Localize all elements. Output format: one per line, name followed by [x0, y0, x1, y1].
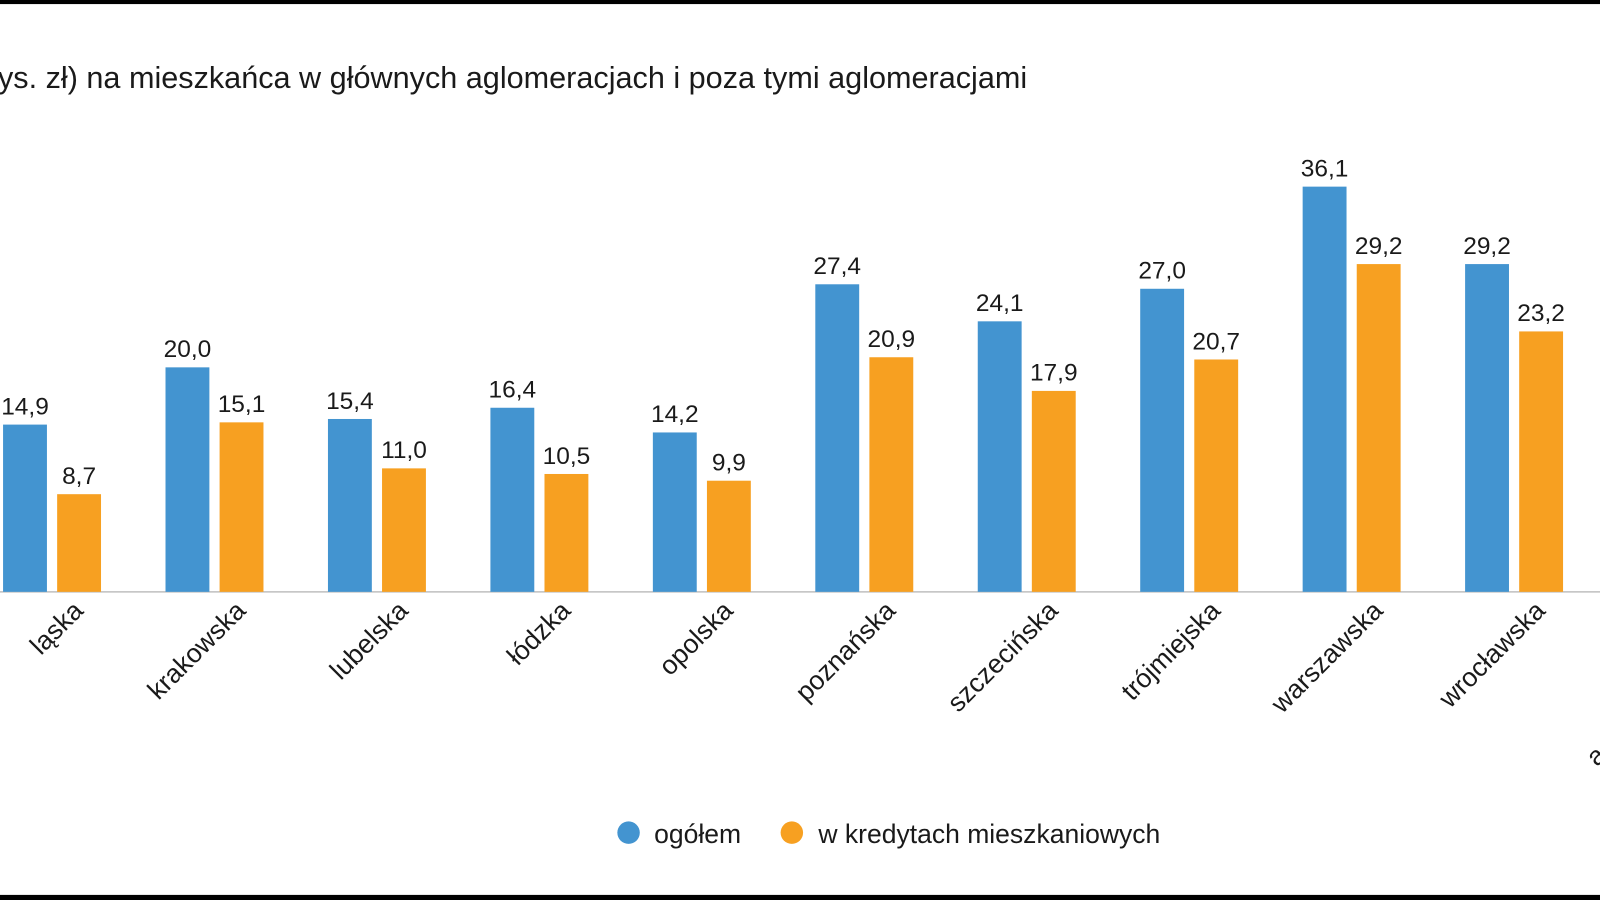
x-tick-label: wrocławska: [1432, 595, 1551, 714]
value-label: 14,9: [1, 393, 49, 420]
bar: [652, 432, 697, 592]
legend-label: w kredytach mieszkaniowych: [817, 819, 1160, 849]
value-label: 14,2: [651, 401, 699, 428]
bar: [327, 418, 372, 592]
bar: [3, 424, 47, 592]
bar: [815, 284, 860, 592]
bar: [977, 321, 1022, 592]
value-label: 8,7: [62, 463, 96, 490]
bar: [706, 480, 751, 592]
value-label: 9,9: [712, 450, 746, 477]
value-label: 29,2: [1355, 233, 1403, 260]
value-label: 20,0: [164, 336, 212, 363]
x-tick-label: trójmiejska: [1115, 595, 1226, 706]
bar: [1194, 359, 1239, 592]
x-tick-label: szczecińska: [941, 595, 1063, 717]
bar: [382, 468, 426, 592]
x-tick-label: lubelska: [324, 595, 414, 685]
bar: [57, 494, 102, 592]
bar: [219, 422, 264, 592]
bottom-border: [0, 894, 1600, 900]
x-tick-label: krakowska: [142, 595, 252, 705]
legend-label: ogółem: [654, 819, 741, 849]
bar: [1031, 390, 1076, 592]
value-label: 15,4: [326, 388, 374, 415]
bar: [1356, 264, 1401, 592]
value-label: 29,2: [1463, 233, 1511, 260]
bar: [1465, 264, 1509, 592]
legend-marker: [617, 821, 640, 844]
x-tick-label: poznańska: [789, 595, 901, 707]
value-label: 17,9: [1030, 360, 1078, 387]
bar: [1140, 288, 1185, 592]
bar: [165, 367, 210, 592]
bar: [869, 357, 914, 592]
bar: [1302, 186, 1347, 592]
bar: [490, 407, 535, 592]
top-border: [0, 0, 1600, 5]
value-label: 27,0: [1138, 258, 1186, 285]
value-label: 36,1: [1301, 155, 1349, 182]
value-label: 10,5: [543, 443, 591, 470]
x-tick-label: opolska: [653, 595, 739, 681]
value-label: 20,9: [868, 326, 916, 353]
x-tick-label: aglom: [1580, 699, 1600, 771]
value-label: 11,0: [381, 437, 427, 464]
legend-marker: [780, 821, 804, 844]
x-tick-label: warszawska: [1264, 595, 1388, 719]
value-label: 20,7: [1192, 328, 1240, 355]
bar: [1519, 331, 1564, 592]
value-label: 24,1: [976, 290, 1024, 317]
x-tick-label: ląska: [24, 595, 89, 660]
bar: [544, 473, 589, 592]
chart-title: ys. zł) na mieszkańca w głównych aglomer…: [0, 61, 1027, 95]
value-label: 16,4: [489, 377, 537, 404]
value-label: 15,1: [218, 391, 266, 418]
value-label: 27,4: [813, 253, 861, 280]
value-label: 23,2: [1517, 300, 1565, 327]
x-tick-label: łódzka: [501, 595, 577, 671]
